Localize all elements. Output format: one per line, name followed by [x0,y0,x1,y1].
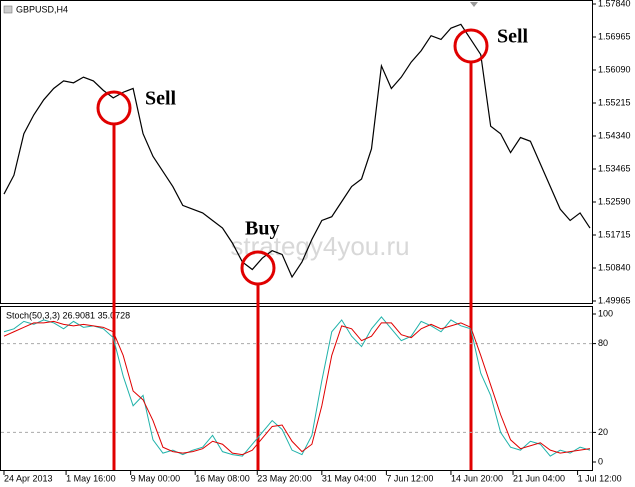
y-tick-label: 1.49965 [598,295,631,305]
x-tick-label: 24 Apr 2013 [4,473,53,483]
x-tick-label: 21 Jun 04:00 [513,473,565,483]
y-tick-label: 0 [598,456,603,466]
y-tick-label: 1.54340 [598,130,631,140]
x-tick-label: 14 Jun 20:00 [451,473,503,483]
line [3,316,591,457]
annotation: Sell [497,26,529,48]
y-tick-label: 80 [598,338,608,348]
y-tick-label: 100 [598,308,613,318]
y-tick-label: 1.57840 [598,0,631,8]
shift-marker [470,2,478,7]
price-panel [0,0,593,304]
signal-circle [96,90,132,126]
y-tick-label: 1.50840 [598,262,631,272]
x-tick-label: 16 May 08:00 [195,473,250,483]
signal-circle [453,28,489,64]
y-tick-label: 20 [598,427,608,437]
x-tick-label: 7 Jun 12:00 [386,473,433,483]
annotation: Buy [245,218,279,240]
y-tick-label: 1.56090 [598,64,631,74]
indicator-label: Stoch(50,3,3) 26.9081 35.0728 [6,310,130,320]
x-tick-label: 31 May 04:00 [322,473,377,483]
x-tick-label: 9 May 00:00 [131,473,181,483]
y-tick-label: 1.55215 [598,97,631,107]
y-tick-label: 1.51715 [598,229,631,239]
y-tick-label: 1.56965 [598,31,631,41]
line [3,320,591,456]
y-tick-label: 1.52590 [598,196,631,206]
signal-circle [240,250,276,286]
symbol-icon [3,5,13,14]
y-tick-label: 1.53465 [598,163,631,173]
watermark: strategy4you.ru [230,231,409,261]
x-tick-label: 1 Jul 12:00 [578,473,622,483]
x-tick-label: 1 May 16:00 [66,473,116,483]
symbol-label: GBPUSD,H4 [16,4,68,14]
stoch-panel [0,306,593,471]
line [3,23,591,279]
x-tick-label: 23 May 20:00 [257,473,312,483]
annotation: Sell [145,88,177,110]
